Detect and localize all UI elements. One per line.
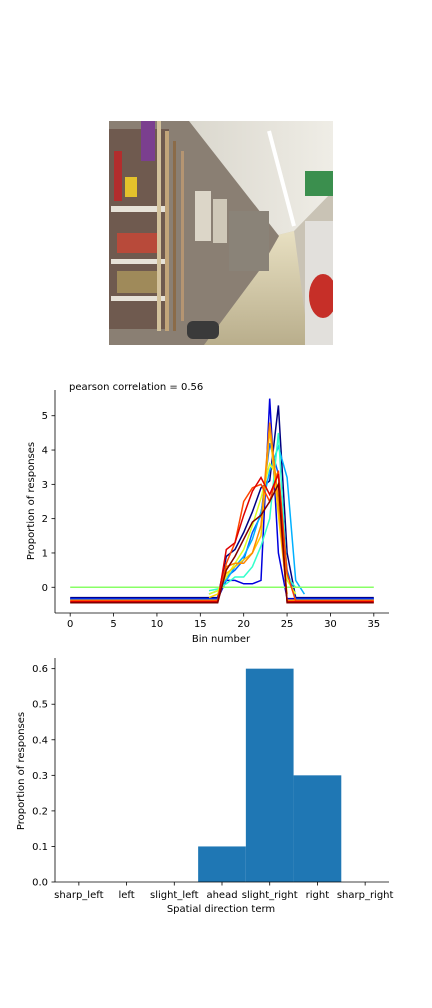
bar-chart-x-tick-label: slight_left xyxy=(150,890,199,901)
bar-chart-y-tick-label: 0.4 xyxy=(32,735,48,746)
line-chart: pearson correlation = 0.56 0 5 10 15 20 25 30 3… xyxy=(26,382,389,645)
line-series-1 xyxy=(70,398,374,600)
bar-chart-x-tick-label: sharp_right xyxy=(337,890,394,901)
line-series-4 xyxy=(208,432,297,592)
bar-chart-x-tick-label: right xyxy=(306,890,330,901)
bar-chart-y-tick-label: 0.6 xyxy=(32,664,48,675)
bar-chart-x-tick-label: left xyxy=(118,890,134,901)
bar-chart-x-tick-label: slight_right xyxy=(242,890,298,901)
line-chart-y-tick-label: 2 xyxy=(42,514,48,525)
line-chart-x-tick-label: 0 xyxy=(67,619,73,630)
bar-chart-ylabel: Proportion of responses xyxy=(16,712,27,830)
store-aisle-photo xyxy=(109,121,333,345)
line-chart-xlabel: Bin number xyxy=(192,634,251,645)
line-chart-y-tick-label: 3 xyxy=(42,480,48,491)
bar-chart-y-tick-label: 0.1 xyxy=(32,842,48,853)
line-chart-axes: 0 5 10 15 20 25 30 35 0 1 2 3 4 5 xyxy=(42,390,389,630)
line-chart-y-tick-label: 5 xyxy=(42,411,48,422)
bar-slight_right xyxy=(245,668,294,882)
line-series-0 xyxy=(70,405,374,599)
line-series-3 xyxy=(208,444,306,595)
line-chart-x-tick-label: 15 xyxy=(194,619,207,630)
bar-chart-bars xyxy=(198,668,342,882)
line-chart-x-tick-label: 5 xyxy=(110,619,116,630)
line-series-11 xyxy=(70,481,374,604)
bar-chart: sharp_left left slight_left ahead slight_rig… xyxy=(16,658,394,915)
line-chart-title: pearson correlation = 0.56 xyxy=(69,382,203,393)
bar-chart-xlabel: Spatial direction term xyxy=(167,904,275,915)
line-chart-y-tick-label: 1 xyxy=(42,548,48,559)
bar-chart-y-tick-label: 0.3 xyxy=(32,771,48,782)
line-chart-ylabel: Proportion of responses xyxy=(26,442,37,560)
line-chart-series-group xyxy=(70,398,374,604)
line-chart-x-tick-label: 30 xyxy=(324,619,337,630)
bar-chart-y-tick-label: 0.2 xyxy=(32,806,48,817)
line-chart-x-tick-label: 35 xyxy=(367,619,380,630)
bar-right xyxy=(293,775,342,882)
bar-chart-axes: sharp_left left slight_left ahead slight_rig… xyxy=(32,658,394,901)
bar-ahead xyxy=(198,846,246,882)
line-chart-x-tick-label: 10 xyxy=(151,619,164,630)
line-chart-x-tick-label: 20 xyxy=(237,619,250,630)
bar-chart-y-tick-label: 0.0 xyxy=(32,878,48,889)
line-chart-y-tick-label: 4 xyxy=(42,446,48,457)
line-chart-x-tick-label: 25 xyxy=(281,619,294,630)
bar-chart-x-tick-label: ahead xyxy=(206,890,237,901)
line-chart-y-tick-label: 0 xyxy=(42,583,48,594)
bar-chart-y-tick-label: 0.5 xyxy=(32,700,48,711)
bar-chart-x-tick-label: sharp_left xyxy=(54,890,103,901)
line-series-9 xyxy=(70,470,374,602)
